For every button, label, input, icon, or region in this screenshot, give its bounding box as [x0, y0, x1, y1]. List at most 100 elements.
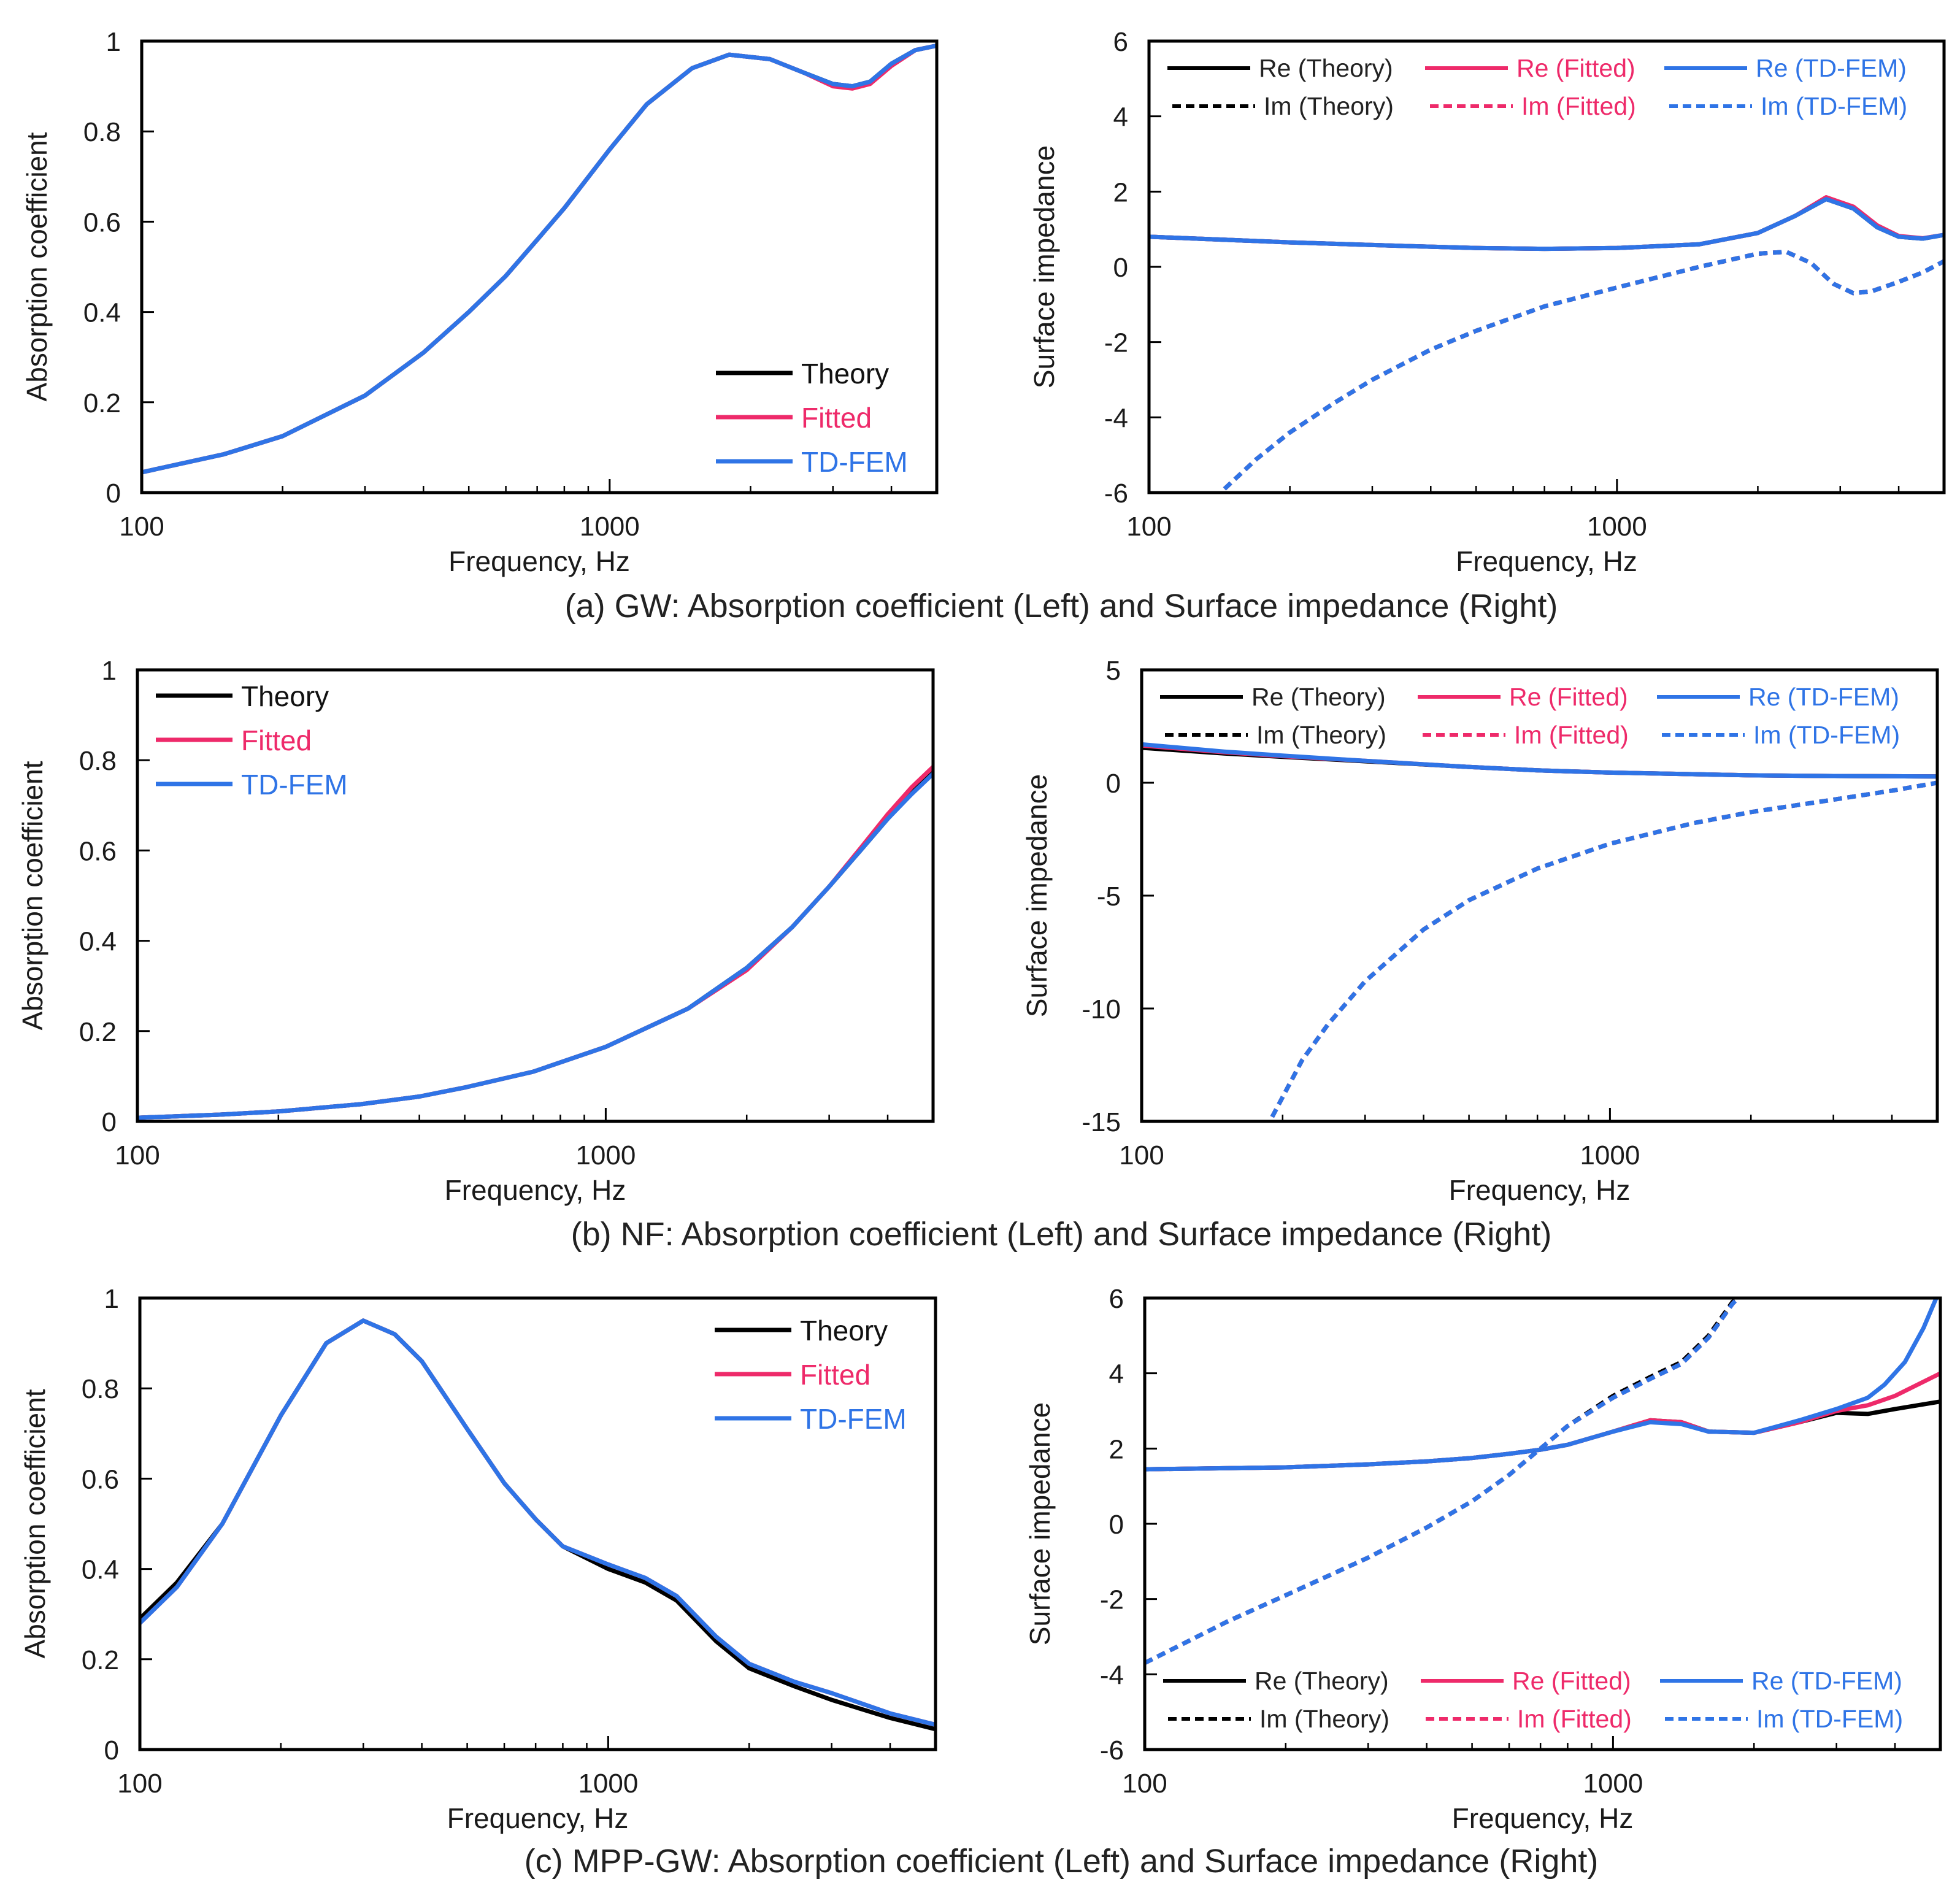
x-tick-label: 1000 [580, 512, 640, 542]
series-group [1145, 1298, 1940, 1666]
y-tick-label: 0.2 [79, 1017, 117, 1047]
legend-label: Im (Fitted) [1517, 1705, 1632, 1733]
legend-label: Re (TD-FEM) [1756, 54, 1907, 82]
plot-frame [1140, 668, 1939, 1123]
y-tick-label: 0.6 [82, 1464, 119, 1494]
y-tick-label: 4 [1109, 1359, 1124, 1389]
plot-frame [1147, 39, 1946, 494]
y-tick-label: -4 [1104, 403, 1128, 433]
y-axis-label: Absorption coefficient [17, 761, 48, 1030]
series-im-td-fem [1270, 780, 1937, 1118]
x-tick-label: 1000 [578, 1769, 638, 1799]
series-td-fem [137, 771, 933, 1120]
legend-label: Re (TD-FEM) [1748, 683, 1899, 711]
y-tick-label: 0.4 [83, 298, 121, 328]
y-tick-label: 0.4 [79, 927, 117, 957]
x-axis-label: Frequency, Hz [445, 1174, 626, 1206]
y-tick-label: -6 [1100, 1735, 1124, 1765]
chart-c-left: 100 1000 0 0.2 0.4 0.6 0.8 1 Frequency, Hz Absorp… [19, 1284, 937, 1834]
series-re-td-fem [1145, 1298, 1939, 1472]
y-axis-label: Surface impedance [1028, 145, 1060, 388]
y-tick-label: -6 [1104, 478, 1128, 509]
y-tick-label: 0.8 [83, 117, 121, 147]
legend-label: TD-FEM [241, 769, 348, 801]
legend-label: Fitted [801, 402, 872, 434]
legend-label: Im (Theory) [1256, 721, 1386, 749]
caption-a: (a) GW: Absorption coefficient (Left) an… [565, 588, 1558, 624]
legend-label: Im (TD-FEM) [1756, 1705, 1903, 1733]
chart-c-right: 100 1000 -6 -4 -2 0 2 4 6 Frequency, Hz Surface im… [1024, 1284, 1942, 1834]
legend-label: Im (TD-FEM) [1753, 721, 1900, 749]
x-tick-label: 1000 [575, 1140, 636, 1170]
y-tick-label: 0.2 [82, 1645, 119, 1675]
legend-label: TD-FEM [800, 1403, 907, 1435]
legend-label: Re (TD-FEM) [1751, 1667, 1902, 1695]
x-tick-label: 100 [117, 1769, 162, 1799]
x-axis-label: Frequency, Hz [1449, 1174, 1631, 1206]
series-group [142, 43, 937, 475]
x-tick-label: 100 [1119, 1140, 1164, 1170]
x-axis-label: Frequency, Hz [447, 1802, 629, 1834]
series-group [140, 1318, 936, 1732]
legend-label: Theory [241, 680, 329, 712]
y-tick-label: -10 [1082, 994, 1121, 1024]
x-axis-label: Frequency, Hz [1452, 1802, 1634, 1834]
chart-a-left: 100 1000 0 0.2 0.4 0.6 0.8 1 Frequency, Hz Absorp… [21, 27, 939, 577]
x-tick-label: 100 [1126, 512, 1171, 542]
y-tick-label: 4 [1113, 102, 1128, 133]
x-tick-label: 1000 [1580, 1140, 1640, 1170]
legend-label: Re (Theory) [1251, 683, 1386, 711]
plot-frame [140, 39, 939, 494]
chart-a-right: 100 1000 -6 -4 -2 0 2 4 6 Frequency, Hz Surface im… [1028, 27, 1946, 577]
y-axis-label: Surface impedance [1024, 1402, 1056, 1645]
plot-frame [1143, 1296, 1942, 1751]
y-tick-label: 0.6 [83, 207, 121, 237]
legend-label: Fitted [241, 724, 312, 756]
legend-label: Im (TD-FEM) [1761, 92, 1907, 120]
legend-label: Theory [801, 358, 889, 390]
x-axis-label: Frequency, Hz [1456, 545, 1637, 577]
y-tick-label: 6 [1109, 1284, 1124, 1314]
x-tick-label: 1000 [1587, 512, 1647, 542]
y-axis-label: Surface impedance [1021, 774, 1053, 1017]
series-group [1142, 742, 1937, 1118]
chart-b-right: 100 1000 -15 -10 -5 0 5 Frequency, Hz Surface im… [1021, 656, 1939, 1206]
y-tick-label: 0 [106, 478, 121, 509]
y-tick-label: -5 [1097, 882, 1121, 912]
y-axis-label: Absorption coefficient [19, 1389, 51, 1658]
legend-label: Theory [800, 1315, 888, 1347]
plot-frame [136, 668, 935, 1123]
legend: Re (Theory) Re (Fitted) Re (TD-FEM) Im (The… [1167, 54, 1907, 120]
legend-label: Im (Fitted) [1521, 92, 1636, 120]
legend-label: Fitted [800, 1359, 870, 1391]
legend: Theory Fitted TD-FEM [716, 358, 908, 478]
y-axis-label: Absorption coefficient [21, 132, 53, 401]
x-tick-label: 100 [1122, 1769, 1167, 1799]
y-tick-label: 0 [1109, 1510, 1124, 1540]
series-im-td-fem [1145, 1298, 1740, 1666]
y-tick-label: -15 [1082, 1107, 1121, 1137]
legend-label: Re (Theory) [1255, 1667, 1389, 1695]
y-tick-label: 2 [1113, 177, 1128, 207]
chart-b-left: 100 1000 0 0.2 0.4 0.6 0.8 1 Frequency, Hz Absorp… [17, 656, 935, 1206]
y-tick-label: -2 [1104, 328, 1128, 358]
y-tick-label: 1 [102, 656, 117, 686]
legend-label: TD-FEM [801, 446, 908, 478]
legend: Re (Theory) Re (Fitted) Re (TD-FEM) Im (The… [1160, 683, 1900, 749]
series-td-fem [142, 43, 937, 475]
y-tick-label: -4 [1100, 1660, 1124, 1690]
series-re-td-fem [1149, 197, 1944, 252]
legend-label: Im (Fitted) [1514, 721, 1629, 749]
caption-c: (c) MPP-GW: Absorption coefficient (Left… [525, 1843, 1599, 1880]
legend-label: Re (Fitted) [1512, 1667, 1631, 1695]
y-tick-label: 6 [1113, 27, 1128, 57]
y-tick-label: 5 [1106, 656, 1121, 686]
y-tick-label: 0 [1113, 253, 1128, 283]
legend: Theory Fitted TD-FEM [715, 1315, 907, 1435]
legend-label: Im (Theory) [1259, 1705, 1389, 1733]
caption-b: (b) NF: Absorption coefficient (Left) an… [571, 1216, 1552, 1253]
x-tick-label: 1000 [1583, 1769, 1643, 1799]
legend: Re (Theory) Re (Fitted) Re (TD-FEM) Im (The… [1163, 1667, 1903, 1733]
y-tick-label: 2 [1109, 1434, 1124, 1464]
